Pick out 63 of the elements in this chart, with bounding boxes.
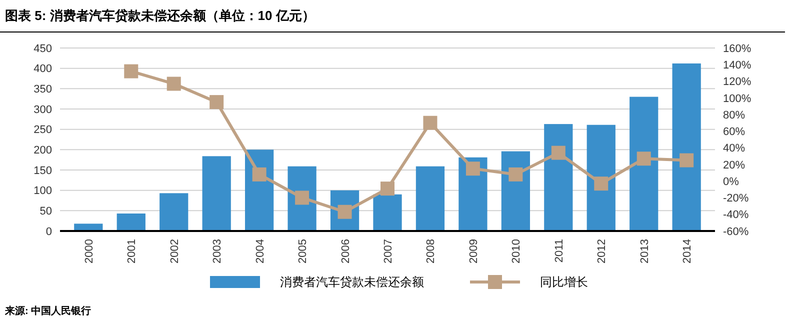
- y2-tick-label: 60%: [723, 126, 746, 138]
- x-tick-label: 2000: [83, 239, 96, 264]
- y2-tick-label: 100%: [723, 92, 752, 105]
- x-tick-label: 2014: [682, 239, 694, 264]
- point: [124, 64, 138, 78]
- y-tick-label: 100: [34, 185, 52, 198]
- x-tick-label: 2001: [126, 239, 138, 264]
- x-tick-label: 2012: [596, 239, 608, 264]
- y2-tick-label: 80%: [723, 109, 746, 122]
- y-tick-label: 400: [34, 63, 52, 76]
- y2-tick-label: 140%: [723, 59, 752, 72]
- y2-tick-label: 20%: [723, 159, 746, 172]
- y2-tick-label: 160%: [723, 42, 752, 55]
- y2-tick-label: -60%: [723, 226, 749, 238]
- x-tick-label: 2008: [425, 239, 438, 264]
- legend-label: 消费者汽车贷款未偿还余额: [280, 275, 424, 290]
- point: [252, 167, 266, 182]
- y-tick-label: 150: [34, 164, 52, 177]
- x-tick-label: 2004: [254, 239, 266, 264]
- bar: [586, 124, 616, 231]
- point: [636, 152, 651, 166]
- point: [508, 167, 523, 182]
- y2-tick-label: -40%: [723, 209, 749, 222]
- y2-tick-label: 0%: [723, 176, 740, 188]
- point: [551, 146, 566, 160]
- point: [380, 182, 394, 196]
- bar: [544, 124, 573, 231]
- bar: [672, 63, 701, 231]
- y-tick-label: 200: [34, 144, 52, 157]
- point: [680, 153, 694, 168]
- y2-tick-label: -20%: [723, 192, 749, 205]
- y-tick-label: 50: [40, 206, 52, 218]
- y-tick-label: 300: [34, 104, 52, 116]
- y-tick-label: 250: [34, 124, 52, 136]
- x-tick-label: 2010: [510, 239, 523, 264]
- point: [594, 176, 608, 191]
- x-tick-label: 2007: [382, 239, 394, 264]
- x-tick-label: 2013: [638, 239, 651, 264]
- bar: [116, 214, 146, 231]
- bar: [373, 194, 402, 231]
- y-tick-label: 0: [46, 226, 52, 238]
- bar: [416, 166, 445, 231]
- x-tick-label: 2006: [340, 239, 352, 264]
- bar: [630, 96, 658, 231]
- chart-title: 图表 5: 消费者汽车贷款未偿还余额（单位：10 亿元）: [5, 8, 315, 23]
- x-tick-label: 2011: [553, 239, 566, 263]
- x-tick-label: 2009: [468, 239, 480, 264]
- y2-tick-label: 40%: [723, 142, 746, 155]
- bar: [202, 156, 231, 231]
- point: [210, 95, 224, 110]
- point: [466, 162, 480, 176]
- y2-tick-label: 120%: [723, 76, 752, 88]
- x-tick-label: 2005: [297, 239, 310, 264]
- x-tick-label: 2002: [168, 239, 181, 264]
- point: [423, 116, 438, 130]
- legend-label: 同比增长: [540, 275, 588, 290]
- x-tick-label: 2003: [212, 239, 224, 264]
- source-note: 来源: 中国人民银行: [4, 305, 92, 317]
- bar: [160, 193, 188, 231]
- point: [295, 190, 310, 205]
- y-tick-label: 450: [34, 42, 52, 55]
- point: [166, 76, 181, 91]
- y-tick-label: 350: [34, 84, 52, 96]
